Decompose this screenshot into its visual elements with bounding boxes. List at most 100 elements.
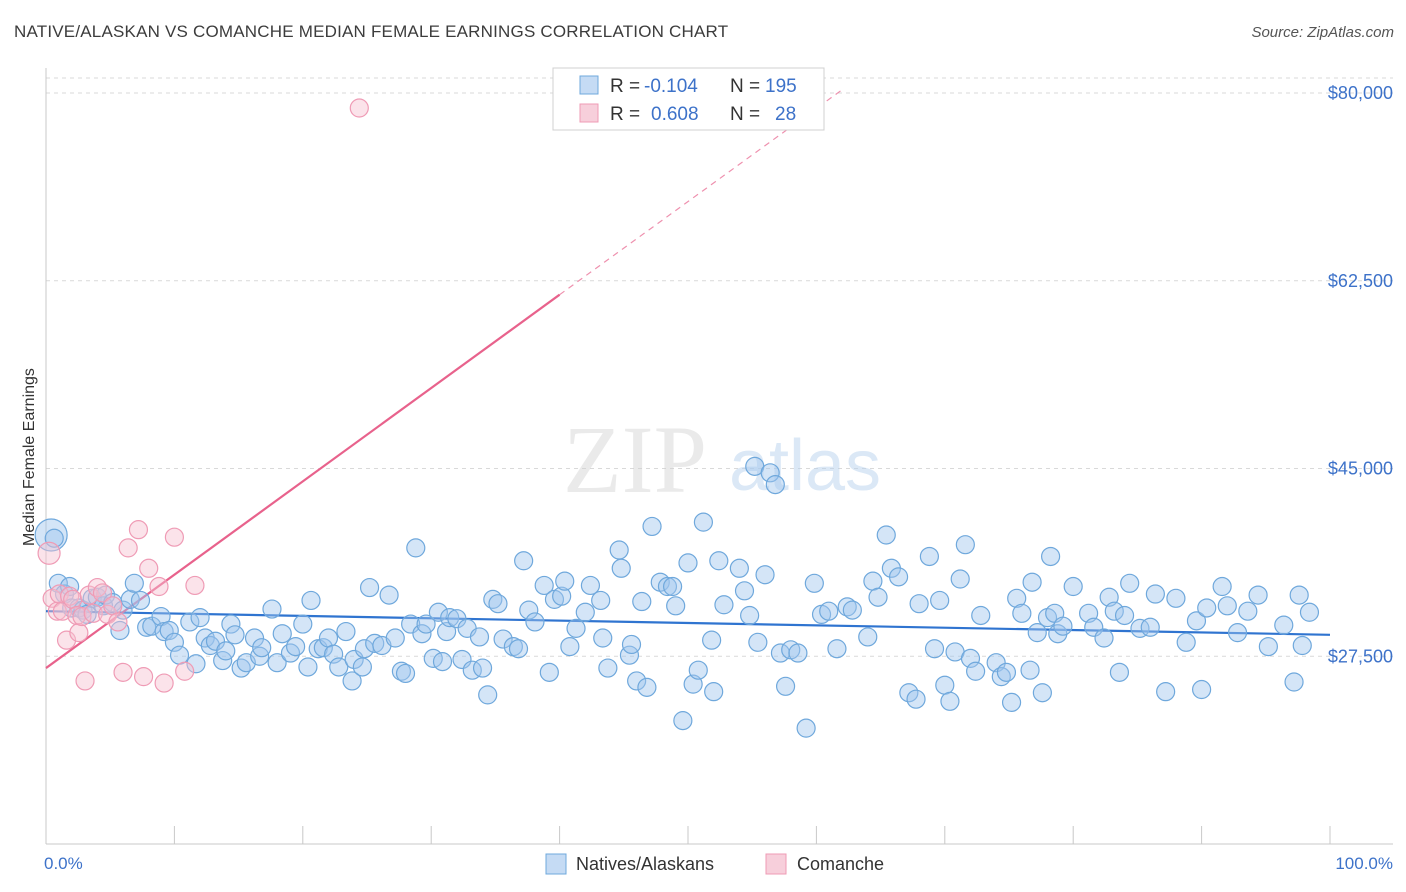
y-tick-label: $27,500	[1328, 646, 1393, 666]
data-point-comanche	[118, 538, 138, 558]
data-point-natives	[888, 567, 909, 587]
data-point-comanche	[75, 671, 95, 691]
data-point-natives	[868, 587, 888, 607]
data-point-natives	[478, 685, 498, 705]
data-point-natives	[447, 609, 467, 629]
data-point-comanche	[92, 583, 113, 603]
data-point-natives	[1020, 660, 1040, 680]
data-point-natives	[514, 551, 534, 571]
data-point-natives	[1166, 588, 1186, 608]
data-point-comanche	[139, 558, 159, 578]
data-point-natives	[428, 602, 448, 622]
legend-bottom-label-natives: Natives/Alaskans	[576, 854, 714, 874]
legend-bottom: Natives/Alaskans Comanche	[545, 853, 884, 875]
y-axis-label: Median Female Earnings	[21, 368, 38, 546]
data-point-natives	[432, 652, 453, 672]
data-point-natives	[996, 662, 1017, 682]
data-point-natives	[365, 633, 385, 653]
data-point-natives	[734, 581, 755, 601]
data-point-natives	[324, 644, 344, 664]
data-point-natives	[842, 600, 862, 620]
data-point-natives	[662, 576, 683, 597]
data-point-natives	[301, 590, 321, 611]
data-point-natives	[34, 518, 68, 552]
data-point-natives	[591, 590, 611, 611]
data-point-comanche	[108, 612, 128, 632]
data-point-natives	[560, 636, 580, 657]
data-point-natives	[534, 575, 554, 596]
data-point-natives	[190, 608, 210, 628]
legend-bottom-label-comanche: Comanche	[797, 854, 884, 874]
watermark-atlas: atlas	[729, 426, 881, 506]
data-point-natives	[775, 676, 796, 696]
data-point-natives	[788, 643, 808, 663]
data-point-natives	[760, 463, 780, 483]
data-point-natives	[359, 577, 380, 598]
legend-r-value-1: -0.104	[644, 76, 698, 97]
legend-r-label-1: R =	[610, 76, 640, 97]
data-point-natives	[1012, 603, 1032, 623]
data-point-comanche	[60, 586, 80, 606]
data-point-natives	[1186, 611, 1207, 631]
data-point-natives	[329, 657, 349, 677]
data-point-natives	[909, 594, 929, 614]
data-point-comanche	[133, 667, 154, 687]
data-point-natives	[693, 512, 714, 532]
data-point-comanche	[164, 527, 184, 547]
data-point-natives	[1145, 584, 1165, 604]
data-point-natives	[935, 675, 955, 695]
data-point-comanche	[185, 575, 205, 596]
data-point-natives	[598, 658, 618, 678]
data-point-comanche	[87, 577, 107, 598]
data-point-natives	[642, 516, 662, 537]
data-point-natives	[469, 627, 490, 647]
data-point-natives	[113, 600, 133, 620]
data-point-natives	[1197, 598, 1217, 618]
data-point-natives	[508, 639, 529, 659]
data-point-natives	[95, 585, 116, 605]
legend-swatch-blue	[579, 75, 599, 95]
data-point-natives	[1109, 662, 1130, 682]
x-tick-label-min: 0.0%	[44, 854, 83, 873]
data-point-natives	[244, 628, 265, 648]
data-point-natives	[678, 553, 698, 573]
data-point-natives	[688, 660, 708, 680]
data-point-comanche	[154, 673, 174, 693]
y-tick-label: $45,000	[1328, 459, 1393, 479]
data-point-natives	[1227, 623, 1248, 643]
data-point-natives	[899, 683, 919, 703]
data-point-natives	[566, 618, 586, 638]
data-point-natives	[755, 565, 775, 585]
data-point-natives	[221, 614, 241, 634]
data-point-natives	[740, 605, 760, 626]
legend-top: R = -0.104 N = 195 R = 0.608 N = 28	[552, 67, 825, 131]
data-point-natives	[488, 594, 508, 614]
x-tick-label-max: 100.0%	[1335, 854, 1393, 873]
data-point-natives	[819, 601, 839, 621]
data-point-natives	[1284, 672, 1304, 692]
legend-n-label-1: N =	[730, 76, 760, 97]
data-point-natives	[225, 625, 245, 645]
y-tick-label: $80,000	[1328, 83, 1393, 103]
data-point-natives	[666, 596, 686, 616]
data-point-natives	[971, 605, 991, 626]
data-point-natives	[379, 585, 399, 605]
data-point-natives	[342, 671, 362, 691]
legend-bottom-swatch-pink	[765, 853, 787, 875]
data-point-natives	[966, 661, 986, 681]
data-point-natives	[1191, 679, 1212, 700]
data-point-natives	[714, 595, 734, 615]
data-point-natives	[580, 575, 601, 596]
data-point-natives	[940, 691, 960, 711]
data-point-natives	[1104, 601, 1124, 621]
data-point-comanche	[37, 541, 61, 565]
data-point-natives	[352, 657, 372, 677]
data-point-natives	[1292, 635, 1312, 656]
data-point-natives	[609, 540, 629, 560]
data-point-natives	[169, 645, 190, 665]
data-point-natives	[621, 634, 642, 655]
data-point-natives	[1217, 596, 1237, 616]
data-point-natives	[1114, 605, 1135, 626]
data-point-comanche	[128, 520, 149, 540]
